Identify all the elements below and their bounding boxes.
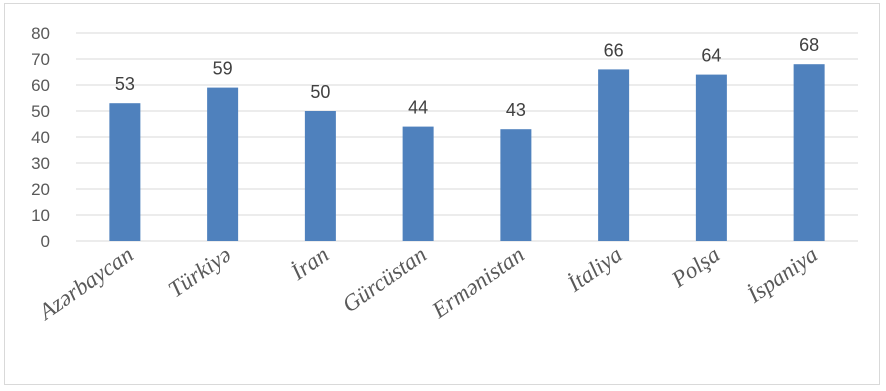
data-label: 66 bbox=[604, 40, 624, 60]
y-tick-label: 60 bbox=[31, 76, 50, 95]
bar bbox=[304, 111, 336, 241]
data-labels: 53 59 50 44 43 66 64 68 bbox=[115, 35, 819, 120]
bars bbox=[109, 64, 825, 242]
y-tick-label: 70 bbox=[31, 50, 50, 69]
x-tick-label: İtaliya bbox=[562, 242, 626, 297]
y-tick-label: 80 bbox=[31, 24, 50, 43]
bar bbox=[402, 126, 434, 241]
data-label: 43 bbox=[506, 100, 526, 120]
y-tick-label: 40 bbox=[31, 128, 50, 147]
y-tick-label: 50 bbox=[31, 102, 50, 121]
x-tick-label: Polşa bbox=[666, 242, 724, 293]
x-tick-label: Gürcüstan bbox=[338, 242, 431, 318]
bar bbox=[695, 74, 727, 241]
bar bbox=[793, 64, 825, 241]
x-tick-label: Azərbaycan bbox=[33, 242, 138, 326]
chart-frame bbox=[4, 3, 880, 385]
x-axis-ticks: Azərbaycan Türkiyə İran GürcüstanErmənistan… bbox=[33, 242, 822, 326]
bar bbox=[500, 129, 532, 241]
data-label: 68 bbox=[799, 35, 819, 55]
bar bbox=[109, 103, 141, 241]
data-label: 53 bbox=[115, 74, 135, 94]
gridlines bbox=[76, 32, 858, 242]
y-tick-label: 30 bbox=[31, 154, 50, 173]
data-label: 59 bbox=[213, 59, 233, 79]
x-tick-label: Türkiyə bbox=[164, 242, 236, 303]
x-tick-label: İran bbox=[286, 242, 334, 286]
y-tick-label: 0 bbox=[41, 232, 50, 251]
data-label: 50 bbox=[310, 82, 330, 102]
data-label: 44 bbox=[408, 98, 428, 118]
y-axis-ticks: 0 10 20 30 40 50 60 70 80 bbox=[31, 24, 50, 251]
y-tick-label: 20 bbox=[31, 180, 50, 199]
bar bbox=[207, 87, 239, 241]
data-label: 64 bbox=[701, 46, 721, 66]
y-tick-label: 10 bbox=[31, 206, 50, 225]
x-tick-label: Ermənistan bbox=[427, 242, 529, 324]
bar bbox=[598, 69, 630, 242]
x-tick-label: İspaniya bbox=[742, 242, 822, 308]
